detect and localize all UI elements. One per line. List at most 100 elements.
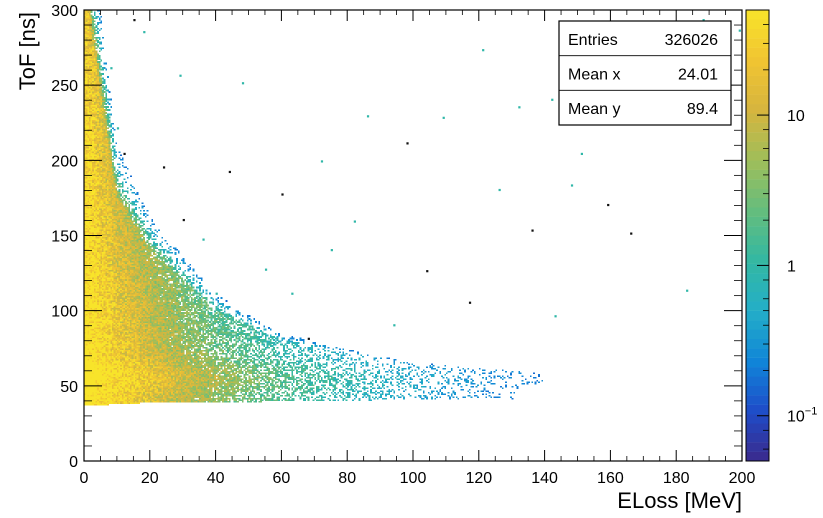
- heatmap-cell: [85, 224, 88, 227]
- heatmap-cell: [92, 190, 95, 193]
- heatmap-cell: [105, 387, 108, 389]
- heatmap-cell: [103, 175, 106, 178]
- heatmap-cell: [84, 342, 86, 344]
- heatmap-cell: [85, 402, 88, 405]
- heatmap-cell: [110, 316, 113, 319]
- heatmap-cell: [100, 372, 103, 374]
- heatmap-cell: [87, 185, 90, 188]
- heatmap-cell: [87, 61, 90, 63]
- heatmap-cell: [88, 170, 91, 173]
- heatmap-cell: [93, 94, 96, 96]
- heatmap-cell: [103, 256, 106, 259]
- heatmap-cell: [105, 373, 108, 376]
- heatmap-cell: [88, 268, 91, 271]
- heatmap-cell: [118, 378, 121, 380]
- heatmap-cell: [115, 238, 118, 241]
- heatmap-cell: [97, 175, 99, 178]
- heatmap-cell: [115, 261, 118, 263]
- heatmap-cell: [85, 322, 88, 325]
- heatmap-cell: [111, 190, 114, 193]
- heatmap-cell: [84, 22, 86, 24]
- heatmap-cell: [87, 85, 90, 87]
- heatmap-cell: [108, 364, 111, 367]
- heatmap-cell: [95, 194, 98, 197]
- heatmap-cell: [84, 230, 86, 233]
- heatmap-cell: [88, 193, 91, 196]
- heatmap-cell: [93, 68, 96, 71]
- heatmap-cell: [97, 145, 99, 147]
- heatmap-cell: [85, 41, 88, 44]
- heatmap-cell: [93, 264, 96, 266]
- heatmap-cell: [105, 112, 108, 114]
- heatmap-cell: [100, 285, 103, 287]
- heatmap-cell: [113, 378, 116, 380]
- heatmap-cell: [113, 339, 116, 341]
- heatmap-cell: [110, 196, 113, 199]
- heatmap-cell: [105, 370, 108, 373]
- heatmap-cell: [118, 218, 121, 221]
- heatmap-cell: [121, 366, 124, 368]
- heatmap-cell: [100, 339, 103, 341]
- heatmap-cell: [98, 88, 101, 90]
- heatmap-cell: [95, 234, 98, 236]
- heatmap-cell: [92, 318, 95, 320]
- heatmap-cell: [84, 265, 86, 268]
- heatmap-cell: [87, 55, 90, 57]
- heatmap-cell: [100, 238, 103, 241]
- heatmap-cell: [100, 289, 103, 292]
- heatmap-cell: [116, 244, 119, 247]
- heatmap-cell: [85, 340, 88, 343]
- heatmap-cell: [118, 262, 121, 265]
- heatmap-cell: [97, 390, 99, 392]
- heatmap-cell: [111, 303, 114, 305]
- heatmap-cell: [84, 182, 86, 185]
- heatmap-cell: [111, 349, 114, 352]
- heatmap-cell: [88, 379, 91, 382]
- heatmap-cell: [116, 295, 119, 298]
- heatmap-cell: [97, 151, 99, 153]
- heatmap-cell: [84, 345, 86, 347]
- heatmap-cell: [88, 22, 91, 24]
- heatmap-cell: [100, 303, 103, 305]
- heatmap-cell: [85, 59, 88, 62]
- heatmap-cell: [98, 243, 101, 245]
- heatmap-cell: [107, 268, 109, 271]
- heatmap-cell: [110, 381, 113, 383]
- heatmap-cell: [111, 354, 114, 356]
- heatmap-cell: [98, 352, 101, 355]
- heatmap-cell: [93, 376, 96, 379]
- heatmap-cell: [107, 358, 109, 361]
- heatmap-cell: [107, 149, 109, 152]
- heatmap-cell: [102, 304, 104, 307]
- heatmap-cell: [115, 283, 118, 286]
- heatmap-cell: [95, 181, 98, 184]
- heatmap-cell: [85, 237, 88, 239]
- heatmap-cell: [120, 283, 122, 286]
- heatmap-cell: [105, 205, 108, 208]
- heatmap-cell: [84, 390, 86, 392]
- heatmap-cell: [105, 95, 108, 98]
- heatmap-cell: [103, 164, 106, 167]
- heatmap-cell: [97, 312, 99, 314]
- heatmap-cell: [118, 387, 121, 389]
- heatmap-cell: [85, 62, 88, 65]
- heatmap-cell: [120, 230, 122, 233]
- heatmap-cell: [116, 258, 119, 260]
- heatmap-cell: [102, 336, 104, 338]
- heatmap-cell: [85, 76, 88, 78]
- heatmap-cell: [87, 86, 90, 89]
- heatmap-cell: [111, 265, 114, 268]
- heatmap-cell: [84, 226, 86, 229]
- heatmap-cell: [87, 237, 90, 239]
- heatmap-cell: [92, 143, 95, 146]
- heatmap-cell: [90, 334, 93, 337]
- heatmap-cell: [100, 202, 103, 205]
- heatmap-cell: [107, 256, 109, 259]
- heatmap-cell: [120, 295, 122, 298]
- heatmap-cell: [92, 29, 95, 32]
- heatmap-cell: [84, 246, 86, 248]
- heatmap-cell: [118, 163, 121, 165]
- heatmap-cell: [92, 35, 95, 38]
- heatmap-cell: [92, 361, 95, 364]
- heatmap-cell: [95, 187, 98, 190]
